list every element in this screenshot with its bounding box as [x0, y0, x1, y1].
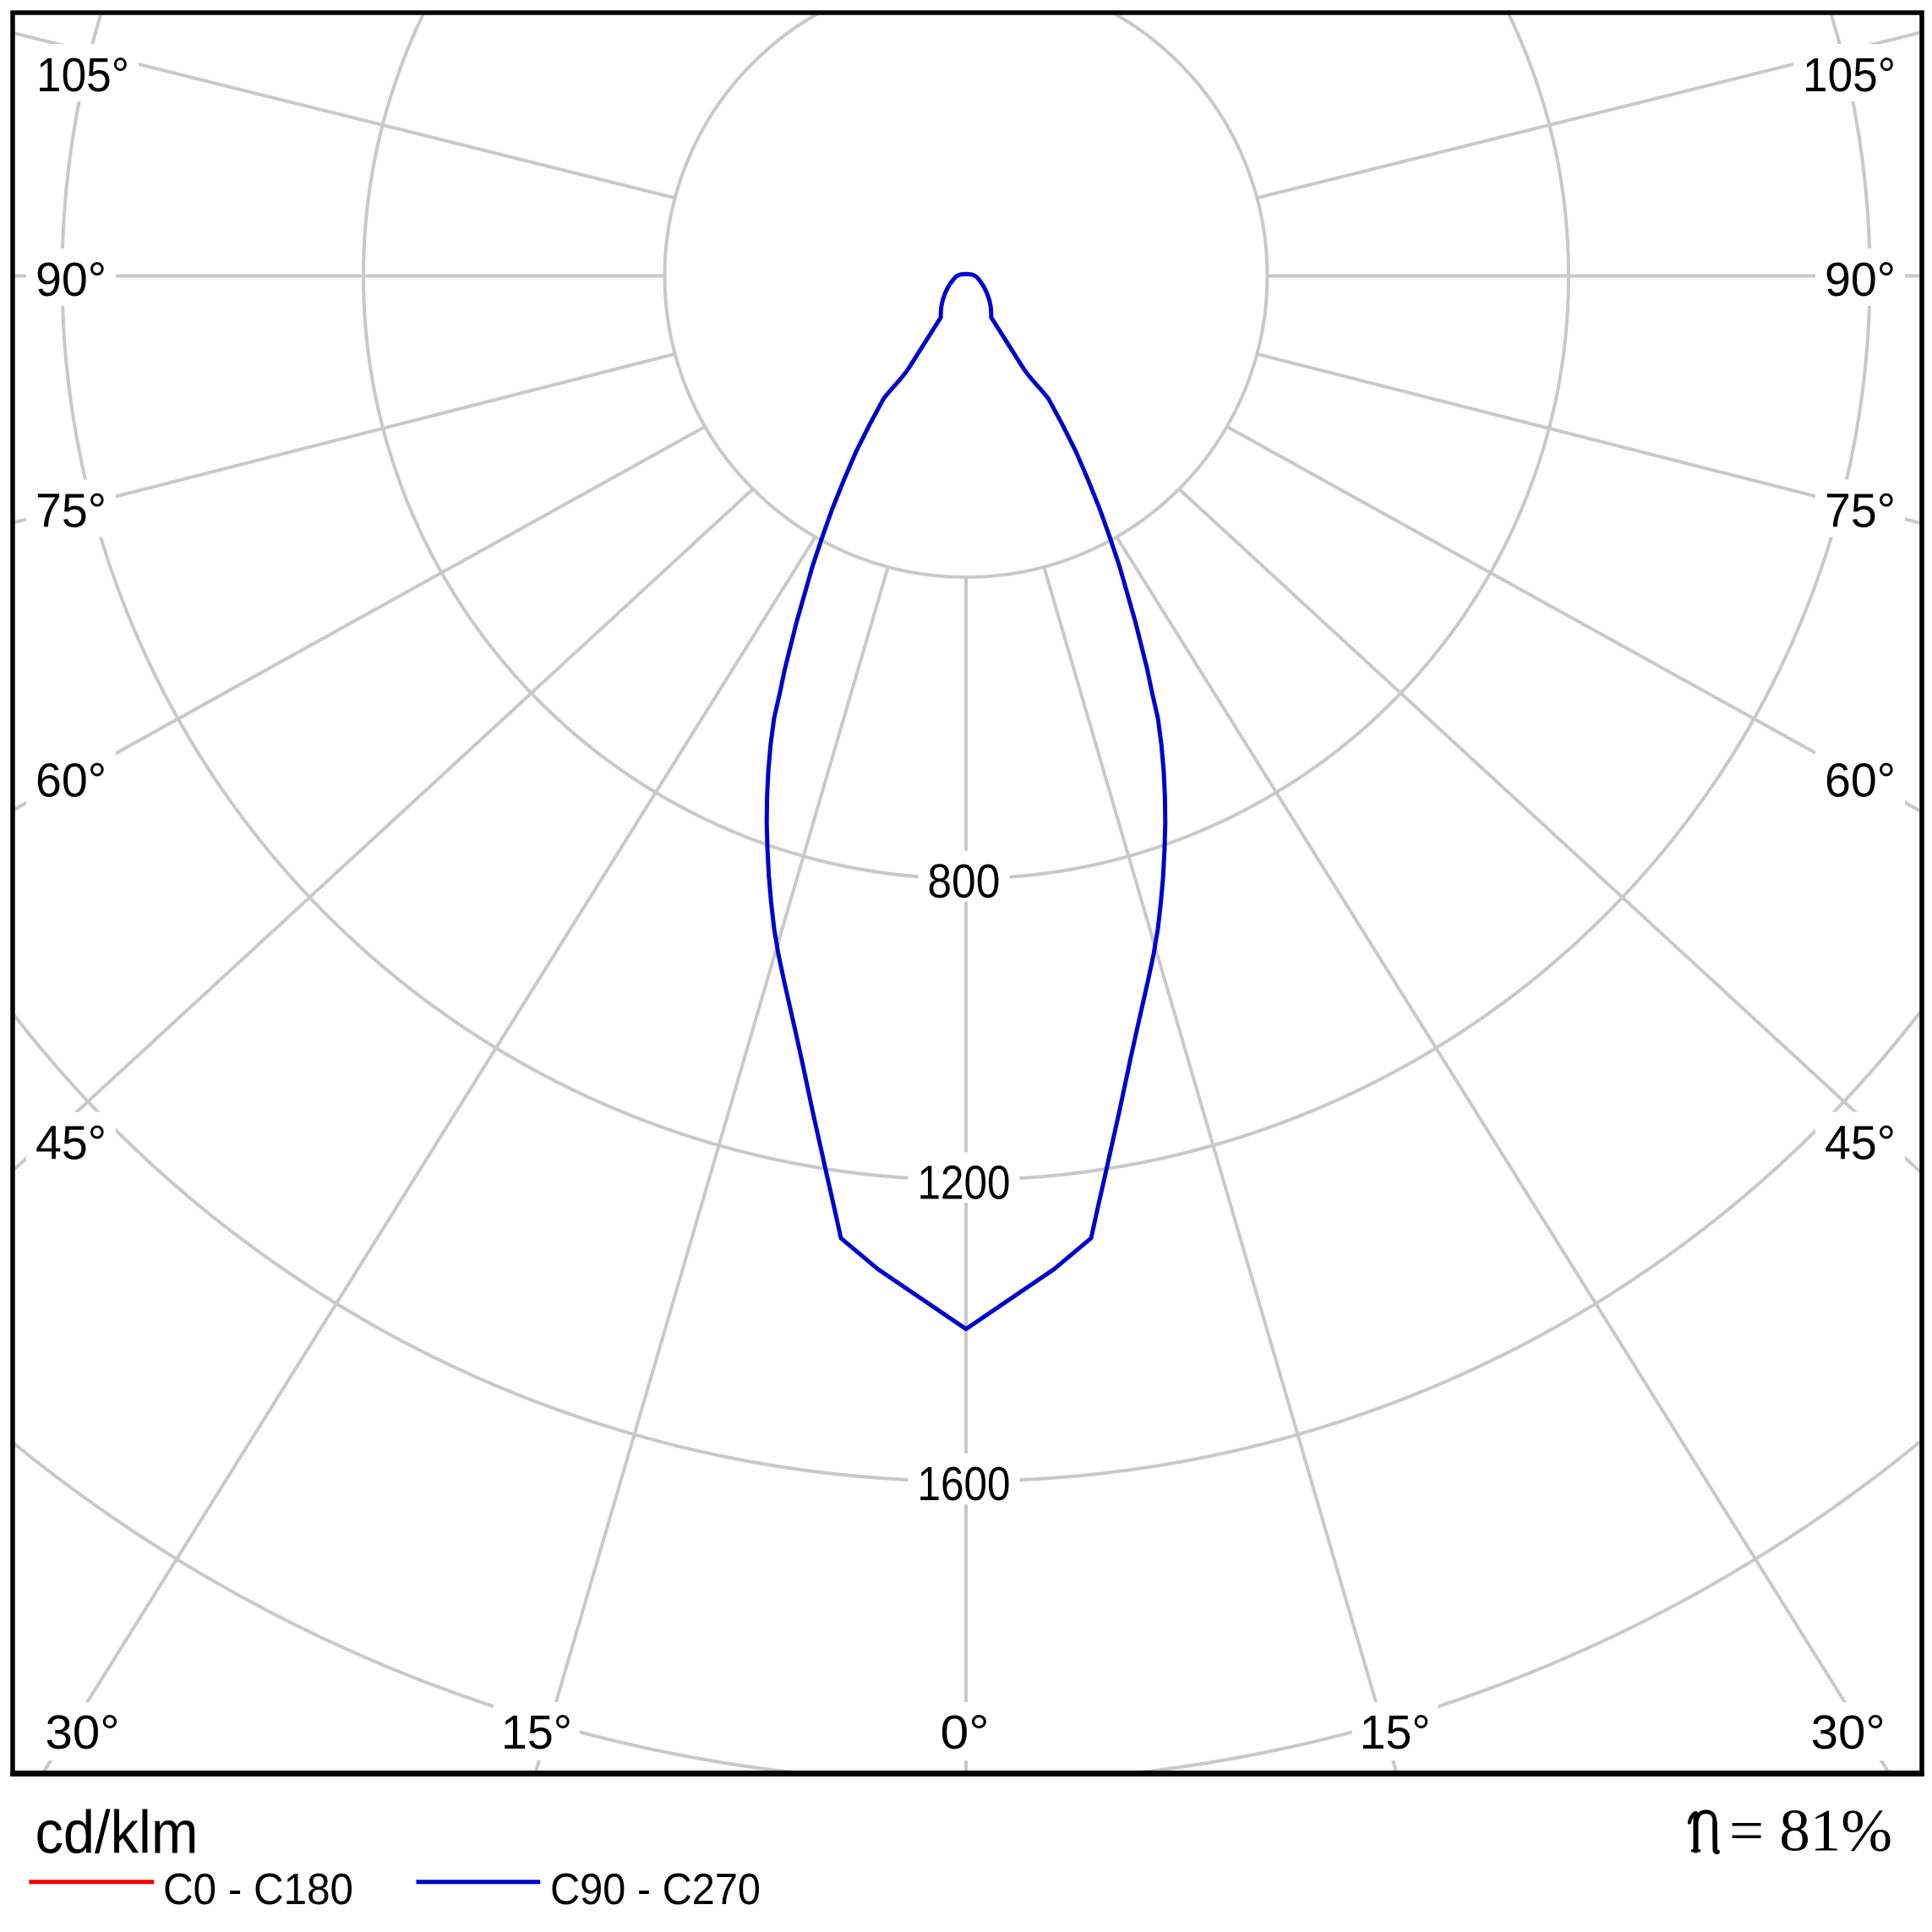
svg-text:90°: 90°	[35, 253, 106, 307]
svg-text:800: 800	[927, 854, 1000, 909]
svg-text:30°: 30°	[46, 1706, 120, 1760]
svg-text:= 81%: = 81%	[1729, 1798, 1892, 1864]
svg-text:75°: 75°	[1825, 484, 1896, 538]
svg-text:0°: 0°	[941, 1706, 990, 1760]
svg-text:30°: 30°	[1811, 1706, 1886, 1760]
svg-text:C90 - C270: C90 - C270	[550, 1865, 761, 1914]
svg-text:15°: 15°	[1360, 1706, 1431, 1760]
svg-text:105°: 105°	[36, 48, 129, 102]
svg-text:C0 - C180: C0 - C180	[163, 1865, 353, 1914]
svg-text:60°: 60°	[1825, 753, 1896, 807]
svg-text:cd/klm: cd/klm	[35, 1800, 199, 1867]
svg-text:1200: 1200	[918, 1155, 1011, 1209]
svg-text:105°: 105°	[1803, 48, 1896, 102]
svg-text:90°: 90°	[1825, 253, 1896, 307]
svg-text:1600: 1600	[918, 1457, 1011, 1511]
svg-text:75°: 75°	[35, 484, 106, 538]
svg-text:45°: 45°	[35, 1116, 106, 1171]
svg-text:60°: 60°	[35, 753, 106, 807]
svg-text:15°: 15°	[501, 1706, 572, 1760]
svg-text:45°: 45°	[1825, 1116, 1896, 1171]
